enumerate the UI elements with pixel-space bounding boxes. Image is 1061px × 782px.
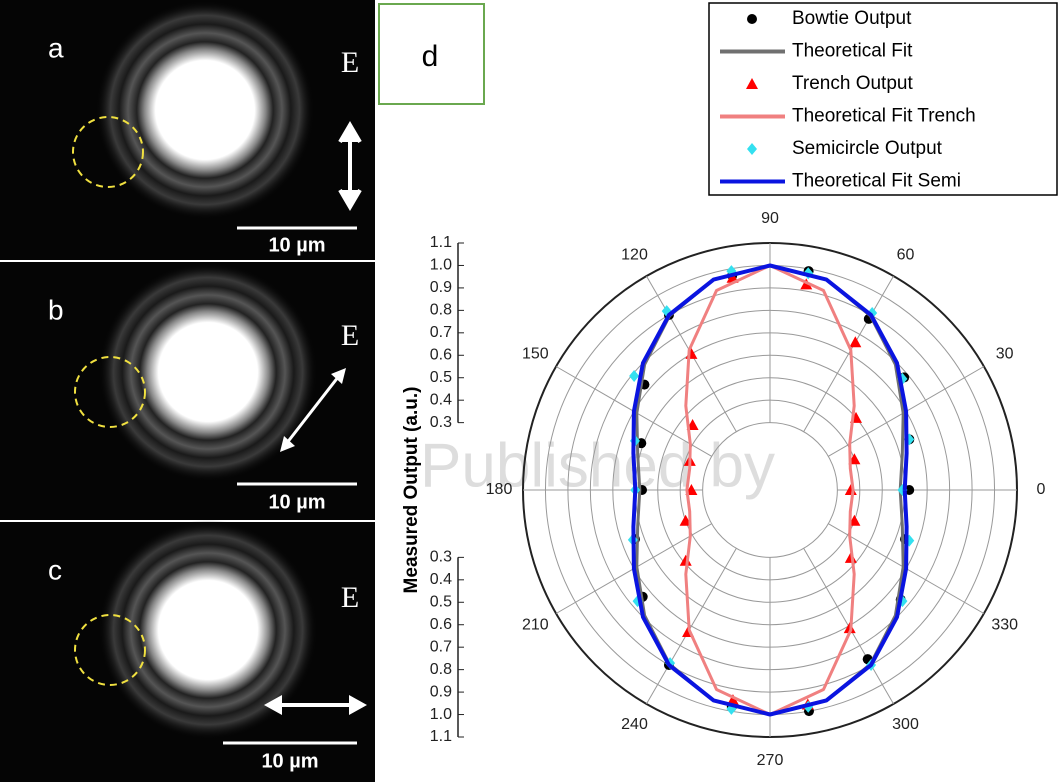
angle-label: 120 — [621, 247, 648, 264]
r-tick-label: 1.0 — [430, 257, 452, 274]
angle-label: 240 — [621, 716, 648, 733]
data-point — [747, 14, 757, 24]
field-label: E — [341, 319, 359, 352]
panel-label: d — [422, 40, 439, 73]
legend-label: Theoretical Fit — [792, 41, 913, 62]
data-point — [685, 348, 697, 359]
r-tick-label: 0.8 — [430, 661, 452, 678]
r-tick-label: 0.3 — [430, 549, 452, 566]
r-tick-label: 1.1 — [430, 234, 452, 251]
micrograph-b: b E 10 µm — [0, 262, 375, 520]
scale-text: 10 µm — [268, 491, 325, 513]
r-tick-label: 0.7 — [430, 324, 452, 341]
r-tick-label: 0.4 — [430, 391, 452, 408]
panel-label: c — [48, 554, 62, 585]
r-tick-label: 1.0 — [430, 706, 452, 723]
scale-text: 10 µm — [268, 234, 325, 256]
scale-text: 10 µm — [261, 750, 318, 772]
legend-label: Theoretical Fit Semi — [792, 171, 961, 192]
legend-label: Semicircle Output — [792, 138, 943, 159]
micrograph-c: c E 10 µm — [0, 520, 375, 782]
r-tick-label: 0.6 — [430, 346, 452, 363]
panel-label: a — [48, 32, 64, 63]
legend-label: Theoretical Fit Trench — [792, 106, 976, 127]
angle-label: 270 — [757, 752, 784, 769]
legend-box — [709, 3, 1057, 195]
r-tick-label: 0.9 — [430, 683, 452, 700]
angle-label: 0 — [1037, 481, 1046, 498]
r-tick-label: 0.6 — [430, 616, 452, 633]
r-tick-label: 0.5 — [430, 369, 452, 386]
r-tick-label: 0.3 — [430, 414, 452, 431]
angle-label: 60 — [897, 247, 915, 264]
field-label: E — [341, 46, 359, 79]
beam-spot — [95, 0, 315, 220]
angle-label: 30 — [996, 346, 1014, 363]
angle-label: 180 — [486, 481, 513, 498]
angle-label: 150 — [522, 346, 549, 363]
r-tick-label: 0.9 — [430, 279, 452, 296]
angle-label: 90 — [761, 210, 779, 227]
angle-label: 210 — [522, 617, 549, 634]
r-tick-label: 1.1 — [430, 728, 452, 745]
y-axis-label: Measured Output (a.u.) — [401, 387, 422, 594]
legend-label: Trench Output — [792, 73, 913, 94]
micrograph-a: a E 10 µm — [0, 0, 375, 260]
angle-label: 300 — [892, 716, 919, 733]
data-point — [629, 370, 639, 382]
r-tick-label: 0.8 — [430, 302, 452, 319]
r-tick-label: 0.7 — [430, 638, 452, 655]
r-tick-label: 0.5 — [430, 593, 452, 610]
figure: Published by a E 10 µm b E 10 µm c E 10 … — [0, 0, 1061, 782]
data-point — [849, 336, 861, 347]
r-tick-label: 0.4 — [430, 571, 452, 588]
panel-label: b — [48, 294, 64, 325]
legend: Bowtie Output Theoretical Fit Trench Outpu… — [709, 3, 1057, 195]
angle-label: 330 — [991, 617, 1018, 634]
field-label: E — [341, 581, 359, 614]
legend-label: Bowtie Output — [792, 8, 912, 29]
